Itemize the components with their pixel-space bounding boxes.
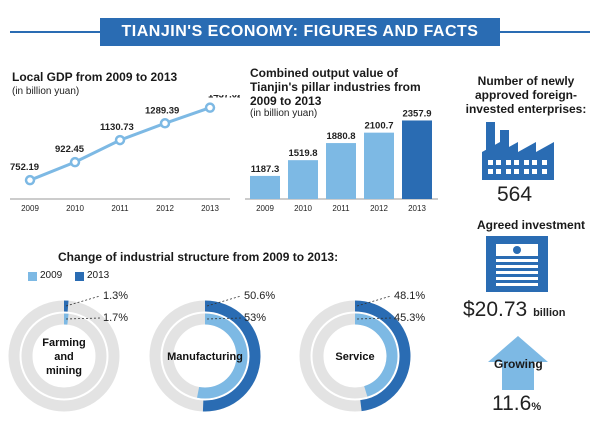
donut-leader-2009-service <box>356 317 392 320</box>
growing-title: Growing <box>494 357 543 371</box>
investment-value: $20.73 billion <box>463 298 565 322</box>
growing-value: 11.6% <box>492 392 541 416</box>
banner-rule-right <box>500 31 590 33</box>
header-banner: TIANJIN'S ECONOMY: FIGURES AND FACTS <box>0 18 600 46</box>
pillar-title: Combined output value of Tianjin's pilla… <box>250 66 421 108</box>
pillar-value-label-2010: 1519.8 <box>288 148 317 159</box>
donut-pct-2009-manufacturing: 53% <box>244 312 266 324</box>
gdp-tick-2011: 2011 <box>111 204 129 213</box>
pillar-bar-2012 <box>364 132 394 199</box>
investment-title: Agreed investment <box>476 218 586 232</box>
pillar-bar-2013 <box>402 120 432 199</box>
gdp-tick-2010: 2010 <box>66 204 84 213</box>
growing-number: 11.6 <box>492 392 532 415</box>
gdp-line-chart: 752.19 2009 922.45 2010 1130.73 2011 1289.39 20… <box>10 95 240 213</box>
gdp-point-2012 <box>159 118 171 129</box>
donut-leader-2013-service <box>356 295 392 307</box>
donut-center-label-farming-and-mining-2: mining <box>46 365 82 377</box>
donut-leader-2013-manufacturing <box>206 295 242 307</box>
gdp-tick-2009: 2009 <box>21 204 39 213</box>
donut-pct-2013-farming-and-mining: 1.3% <box>103 290 128 302</box>
page-title: TIANJIN'S ECONOMY: FIGURES AND FACTS <box>100 18 500 46</box>
donut-pct-2013-manufacturing: 50.6% <box>244 290 275 302</box>
donut-arc-2013-manufacturing <box>202 300 261 412</box>
donut-pct-2009-farming-and-mining: 1.7% <box>103 312 128 324</box>
gdp-value-label-2013: 1437.02 <box>208 95 240 101</box>
gdp-point-2010 <box>69 156 81 168</box>
donut-center-label-manufacturing-0: Manufacturing <box>167 351 243 363</box>
industrial-structure-donuts: Farming and mining 1.3% 1.7% Manufacturing 50.… <box>8 290 425 412</box>
pillar-tick-2013: 2013 <box>408 204 426 213</box>
money-icon <box>486 236 548 292</box>
pillar-bar-2009 <box>250 175 280 199</box>
donut-center-label-farming-and-mining-0: Farming <box>42 337 85 349</box>
donut-arc-2009-manufacturing <box>197 313 248 399</box>
legend-swatch-2013 <box>75 272 84 281</box>
gdp-point-2013 <box>204 102 216 113</box>
gdp-title: Local GDP from 2009 to 2013 <box>12 70 178 84</box>
donut-leader-2009-manufacturing <box>206 317 242 320</box>
gdp-value-label-2010: 922.45 <box>55 144 85 155</box>
gdp-point-2011 <box>114 134 126 146</box>
gdp-value-label-2009: 752.19 <box>10 162 39 173</box>
donut-center-label-service-0: Service <box>335 351 374 363</box>
pillar-bar-chart: 1187.3 2009 1519.8 2010 1880.8 2011 2100.7 2012… <box>245 108 438 213</box>
legend-label-2013: 2013 <box>87 270 110 281</box>
enterprises-value: 564 <box>497 183 533 206</box>
pillar-tick-2011: 2011 <box>332 204 350 213</box>
pillar-bar-2010 <box>288 160 318 199</box>
gdp-unit: (in billion yuan) <box>12 86 80 97</box>
donut-leader-2009-farming-and-mining <box>65 317 101 320</box>
donut-arc-2013-service <box>354 300 411 412</box>
donut-leader-2013-farming-and-mining <box>65 295 101 307</box>
up-arrow-icon <box>488 336 548 390</box>
structure-title: Change of industrial structure from 2009… <box>58 250 339 264</box>
pillar-value-label-2011: 1880.8 <box>326 131 355 142</box>
gdp-value-label-2011: 1130.73 <box>100 122 134 133</box>
pillar-bar-2011 <box>326 143 356 199</box>
pillar-tick-2010: 2010 <box>294 204 312 213</box>
gdp-tick-2013: 2013 <box>201 204 219 213</box>
donut-pct-2009-service: 45.3% <box>394 312 425 324</box>
gdp-tick-2012: 2012 <box>156 204 174 213</box>
factory-icon <box>482 122 554 180</box>
donut-pct-2013-service: 48.1% <box>394 290 425 302</box>
legend-swatch-2009 <box>28 272 37 281</box>
growing-unit: % <box>531 401 542 413</box>
donut-arc-2009-service <box>354 313 398 397</box>
gdp-value-label-2012: 1289.39 <box>145 105 179 116</box>
legend-label-2009: 2009 <box>40 270 63 281</box>
pillar-value-label-2013: 2357.9 <box>402 108 431 119</box>
pillar-value-label-2009: 1187.3 <box>251 164 280 175</box>
pillar-unit: (in billion yuan) <box>250 108 318 119</box>
gdp-point-2009 <box>24 174 36 186</box>
investment-amount: $20.73 <box>463 298 528 321</box>
enterprises-title: Number of newly approved foreign-investe… <box>465 74 587 116</box>
pillar-tick-2009: 2009 <box>256 204 274 213</box>
donut-center-label-farming-and-mining-1: and <box>54 351 74 363</box>
investment-unit: billion <box>533 307 566 319</box>
pillar-tick-2012: 2012 <box>370 204 388 213</box>
banner-rule-left <box>10 31 100 33</box>
pillar-value-label-2012: 2100.7 <box>364 121 393 132</box>
